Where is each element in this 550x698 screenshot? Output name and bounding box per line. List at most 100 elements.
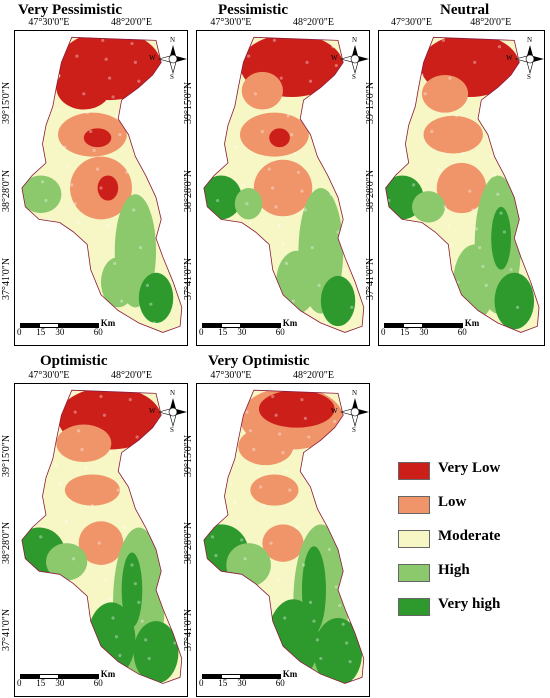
texture-speck (281, 451, 285, 455)
texture-speck (517, 158, 521, 162)
legend-item-very-high: Very high (398, 596, 548, 616)
texture-speck (345, 120, 349, 124)
scale-unit: Km (282, 669, 298, 679)
texture-speck (212, 390, 216, 392)
texture-speck (145, 283, 150, 287)
texture-speck (293, 151, 297, 156)
scale-tick-label: 15 (218, 327, 228, 337)
texture-speck (386, 33, 389, 36)
texture-speck (303, 416, 307, 420)
texture-speck (334, 63, 338, 68)
texture-speck (496, 192, 500, 196)
texture-speck (17, 48, 20, 51)
texture-speck (353, 324, 357, 328)
texture-speck (77, 429, 81, 433)
latitude-label: 38°28'0"N (1, 521, 12, 564)
latitude-label: 37°41'0"N (183, 257, 194, 301)
zone-h (412, 191, 445, 223)
texture-speck (96, 688, 99, 691)
texture-speck (169, 101, 174, 105)
scale-unit: Km (464, 318, 480, 328)
zone-h (234, 188, 263, 220)
texture-speck (171, 476, 175, 480)
latitude-label: 37°41'0"N (183, 609, 194, 652)
texture-speck (303, 208, 307, 212)
texture-speck (527, 214, 531, 218)
scale-tick-label: 15 (36, 678, 46, 688)
texture-speck (277, 224, 282, 228)
compass-s: S (170, 73, 174, 81)
texture-speck (284, 469, 289, 473)
texture-speck (116, 488, 120, 492)
latitude-label: 39°15'0"N (183, 434, 194, 477)
texture-speck (121, 672, 125, 676)
texture-speck (243, 557, 247, 561)
texture-speck (39, 535, 43, 539)
longitude-label: 47°30'0"E (210, 370, 252, 381)
texture-speck (400, 274, 404, 278)
texture-speck (49, 70, 53, 74)
texture-speck (395, 89, 399, 93)
texture-speck (327, 547, 332, 551)
scale-tick-label: 60 (457, 327, 467, 337)
zone-vh (133, 621, 179, 684)
texture-speck (85, 111, 89, 115)
legend-label: Low (438, 494, 467, 510)
texture-speck (277, 432, 282, 436)
texture-speck (127, 337, 130, 340)
texture-speck (413, 37, 417, 39)
texture-speck (46, 572, 50, 576)
zone-l (64, 474, 120, 506)
texture-speck (428, 277, 432, 281)
map-svg (17, 36, 183, 340)
texture-speck (291, 299, 295, 303)
longitude-label: 48°20'0"E (292, 17, 334, 28)
texture-speck (312, 98, 316, 102)
texture-speck (30, 123, 34, 127)
latitude-label: 37°41'0"N (365, 257, 376, 301)
scale-bar: 0 15 30 60 Km (17, 669, 120, 688)
texture-speck (308, 600, 313, 604)
texture-speck (296, 170, 301, 174)
texture-speck (32, 290, 36, 294)
texture-speck (118, 133, 122, 137)
texture-speck (207, 516, 211, 520)
texture-speck (274, 413, 278, 417)
texture-speck (331, 45, 335, 49)
compass-n: N (170, 36, 176, 44)
province-outline (21, 389, 183, 684)
texture-speck (229, 274, 233, 278)
legend-label: High (438, 562, 470, 578)
scale-tick-label: 0 (199, 678, 204, 688)
texture-speck (315, 638, 319, 642)
texture-speck (217, 572, 221, 576)
zone-l (421, 74, 469, 113)
zone-l (262, 524, 304, 562)
texture-speck (338, 603, 342, 608)
texture-speck (216, 198, 220, 203)
texture-speck (163, 585, 167, 589)
texture-speck (171, 268, 175, 272)
texture-speck (106, 224, 110, 228)
texture-speck (305, 60, 309, 64)
texture-speck (28, 479, 33, 483)
texture-speck (474, 227, 478, 231)
texture-speck (135, 435, 139, 439)
texture-speck (497, 45, 502, 49)
texture-speck (151, 155, 155, 159)
texture-speck (283, 616, 287, 620)
texture-speck (247, 54, 251, 58)
texture-speck (286, 114, 290, 118)
scale-tick-label: 60 (93, 327, 103, 337)
zone-l (238, 427, 294, 466)
texture-speck (176, 139, 180, 143)
texture-speck (259, 485, 263, 489)
texture-speck (317, 283, 321, 287)
texture-speck (260, 129, 264, 134)
texture-speck (92, 669, 96, 673)
compass-w: W (149, 54, 156, 62)
texture-speck (245, 202, 249, 206)
texture-speck (417, 54, 421, 58)
texture-speck (299, 337, 302, 340)
zone-h (21, 175, 62, 214)
